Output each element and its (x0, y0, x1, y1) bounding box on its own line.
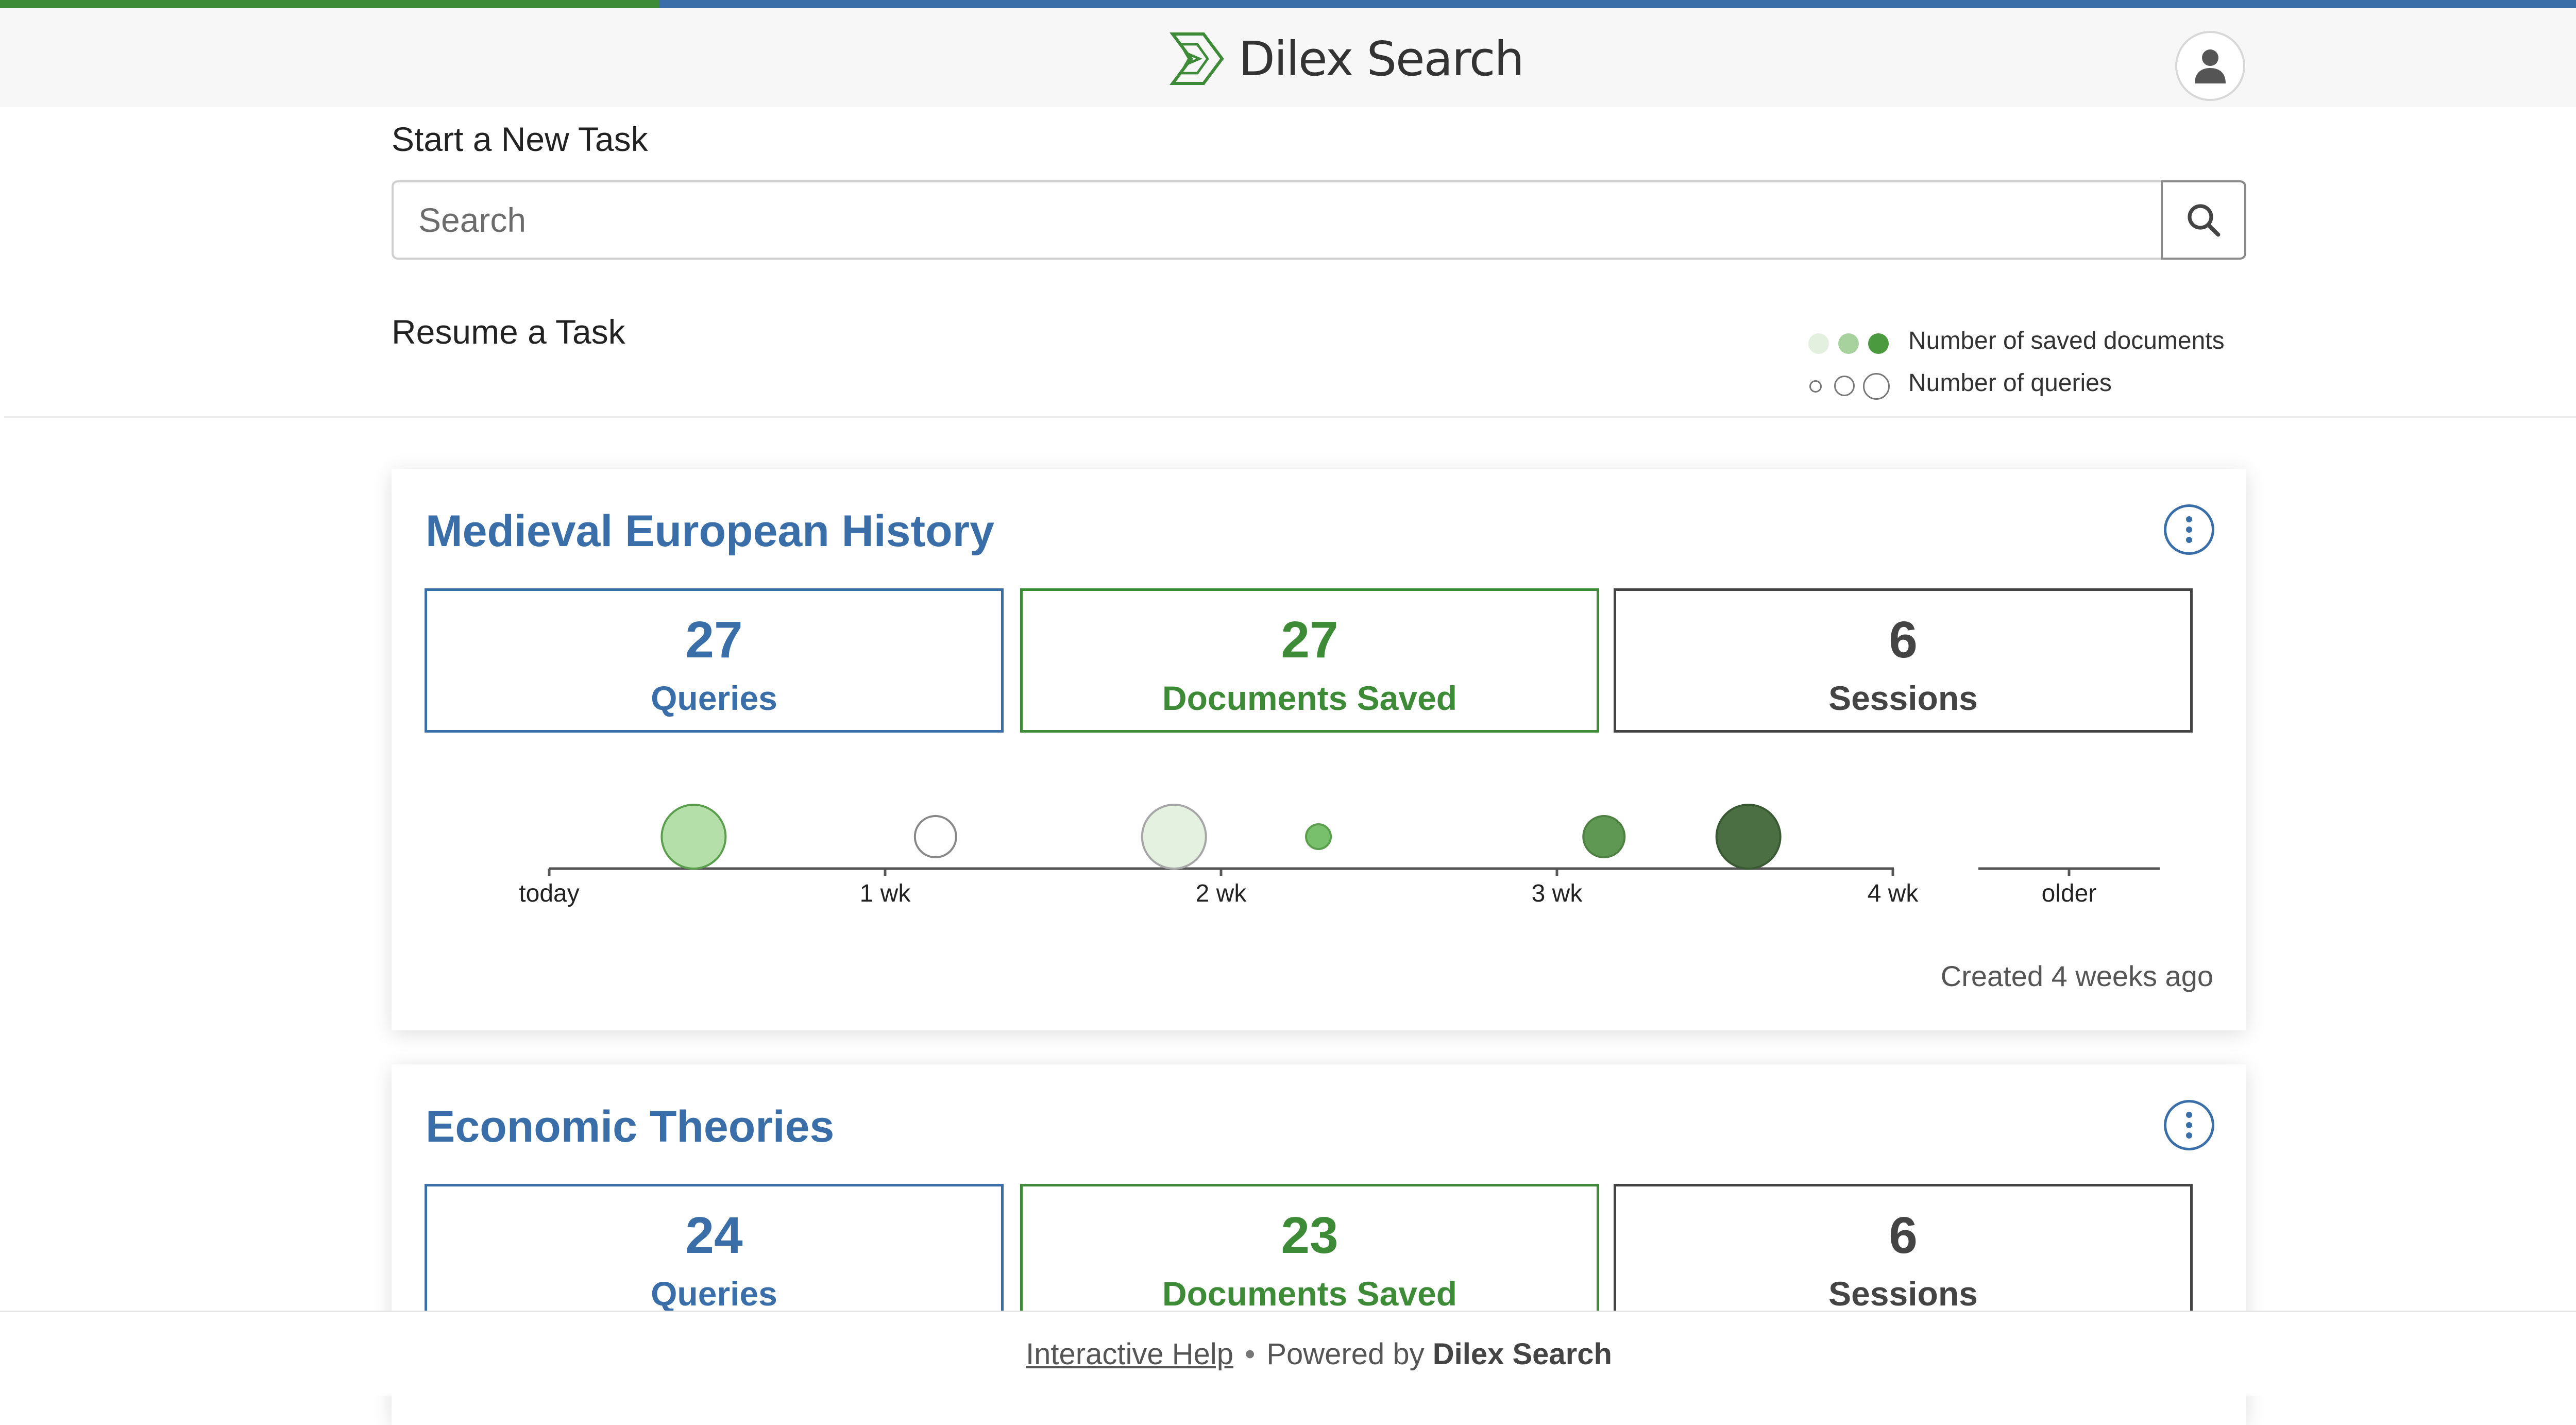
legend-dot-mid (1838, 333, 1859, 354)
queries-stat: 27 Queries (425, 588, 1004, 733)
timeline-label-2wk: 2 wk (1196, 880, 1247, 907)
app-header: Dilex Search (0, 8, 2576, 107)
timeline-sessions (660, 804, 1782, 870)
timeline-label-4wk: 4 wk (1868, 880, 1919, 907)
legend-dot-light (1808, 333, 1829, 354)
timeline-label-3wk: 3 wk (1532, 880, 1583, 907)
session-dot-4[interactable] (1305, 823, 1332, 850)
section-divider (4, 416, 2576, 418)
queries-count: 24 (685, 1207, 743, 1264)
sessions-label: Sessions (1828, 1275, 1978, 1313)
legend-queries-label: Number of queries (1908, 369, 2112, 397)
documents-stat: 27 Documents Saved (1020, 588, 1599, 733)
timeline-label-1wk: 1 wk (860, 880, 911, 907)
legend-dot-dark (1868, 333, 1889, 354)
powered-by-text: Powered by (1266, 1337, 1425, 1371)
timeline-label-older: older (2042, 880, 2097, 907)
queries-label: Queries (651, 679, 777, 717)
task-card[interactable]: Medieval European History 27 Queries 27 … (392, 469, 2246, 1030)
session-dot-6[interactable] (1715, 804, 1782, 870)
sessions-count: 6 (1889, 611, 1918, 669)
search-icon (2188, 204, 2221, 237)
documents-count: 23 (1281, 1207, 1338, 1264)
timeline-label-today: today (519, 880, 579, 907)
sessions-count: 6 (1889, 1207, 1918, 1264)
footer-brand: Dilex Search (1432, 1337, 1612, 1371)
queries-stat: 24 Queries (425, 1184, 1004, 1328)
queries-count: 27 (685, 611, 743, 669)
session-timeline: today 1 wk 2 wk 3 wk 4 wk older (519, 804, 2160, 907)
resume-task-label: Resume a Task (392, 313, 625, 351)
interactive-help-link[interactable]: Interactive Help (1026, 1337, 1234, 1371)
documents-stat: 23 Documents Saved (1020, 1184, 1599, 1328)
new-task-search (392, 180, 2246, 260)
legend-circle-mid (1834, 376, 1855, 396)
user-avatar-button[interactable] (2175, 31, 2245, 101)
brand-logo[interactable]: Dilex Search (1168, 30, 1524, 88)
legend-circle-small (1809, 380, 1822, 393)
session-dot-1[interactable] (660, 804, 727, 870)
task-title[interactable]: Economic Theories (426, 1102, 835, 1151)
session-dot-2[interactable] (913, 815, 957, 858)
legend-docs-label: Number of saved documents (1908, 327, 2225, 354)
timeline-axis (548, 867, 2160, 876)
app-name: Dilex Search (1239, 31, 1524, 87)
task-menu-button[interactable] (2164, 504, 2214, 555)
sessions-stat: 6 Sessions (1614, 1184, 2193, 1328)
footer: Interactive Help • Powered by Dilex Search (0, 1311, 2576, 1396)
new-task-label: Start a New Task (392, 120, 648, 158)
documents-label: Documents Saved (1162, 1275, 1458, 1313)
created-date: Created 4 weeks ago (1940, 960, 2213, 992)
sessions-stat: 6 Sessions (1614, 588, 2193, 733)
legend-circle-large (1863, 373, 1890, 400)
session-dot-3[interactable] (1141, 804, 1207, 870)
search-button[interactable] (2161, 180, 2246, 260)
task-menu-button[interactable] (2164, 1100, 2214, 1150)
documents-label: Documents Saved (1162, 679, 1458, 717)
queries-label: Queries (651, 1275, 777, 1313)
top-accent-bar (0, 0, 2576, 8)
documents-count: 27 (1281, 611, 1338, 669)
search-input[interactable] (392, 180, 2161, 260)
sessions-label: Sessions (1828, 679, 1978, 717)
session-dot-5[interactable] (1582, 815, 1626, 858)
dilex-logo-icon (1170, 32, 1224, 85)
footer-separator: • (1245, 1337, 1256, 1371)
user-icon (2195, 49, 2226, 83)
task-title[interactable]: Medieval European History (426, 506, 994, 556)
